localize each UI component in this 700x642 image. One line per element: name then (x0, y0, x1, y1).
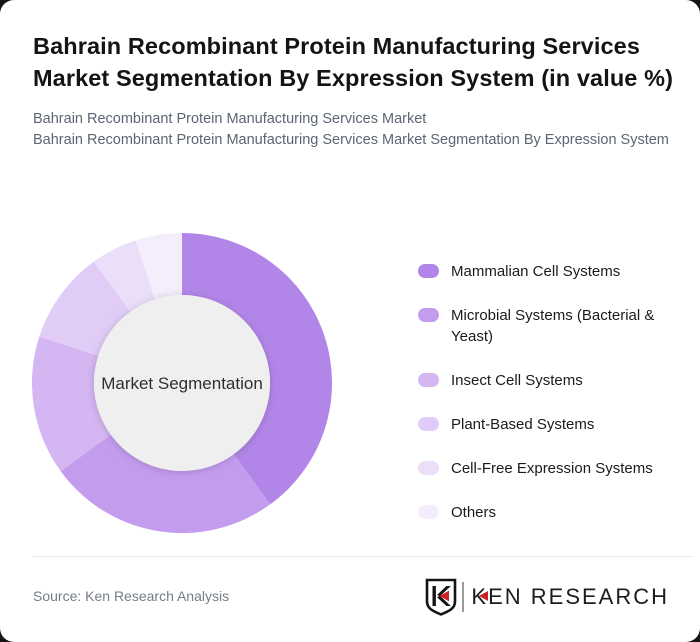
legend-swatch-icon (418, 264, 439, 278)
legend-item[interactable]: Microbial Systems (Bacterial & Yeast) (418, 305, 677, 347)
legend-item-label: Microbial Systems (Bacterial & Yeast) (451, 307, 655, 345)
logo-red-triangle-icon (478, 591, 488, 601)
footer-divider (33, 556, 693, 557)
page-title: Bahrain Recombinant Protein Manufacturin… (33, 33, 673, 91)
legend-item[interactable]: Cell-Free Expression Systems (418, 458, 677, 479)
source-note: Source: Ken Research Analysis (33, 588, 230, 604)
donut-segment-3[interactable] (39, 261, 131, 356)
ken-research-logo: KEN RESEARCH (425, 577, 669, 617)
subtitles: Bahrain Recombinant Protein Manufacturin… (33, 109, 678, 151)
legend-item[interactable]: Plant-Based Systems (418, 414, 677, 435)
legend-swatch-icon (418, 505, 439, 519)
legend-item[interactable]: Insect Cell Systems (418, 370, 677, 391)
legend-item[interactable]: Others (418, 502, 677, 523)
donut-segment-4[interactable] (93, 240, 155, 312)
donut-chart: Market Segmentation (32, 233, 332, 533)
legend-swatch-icon (418, 373, 439, 387)
legend-item-label: Plant-Based Systems (451, 416, 595, 433)
legend-item-label: Mammalian Cell Systems (451, 263, 621, 280)
header: Bahrain Recombinant Protein Manufacturin… (33, 30, 678, 151)
donut-segment-5[interactable] (135, 233, 182, 300)
donut-segments (32, 233, 332, 533)
donut-segment-2[interactable] (32, 336, 111, 472)
shield-red-triangle-icon (439, 590, 450, 602)
ken-research-shield-icon (426, 578, 457, 616)
legend-item-label: Cell-Free Expression Systems (451, 460, 653, 477)
chart-legend: Mammalian Cell Systems Microbial Systems… (418, 261, 677, 523)
donut-segment-0[interactable] (182, 233, 332, 505)
donut-chart-svg: Market Segmentation (32, 233, 332, 533)
legend-swatch-icon (418, 417, 439, 431)
legend-swatch-icon (418, 308, 439, 322)
donut-segment-1[interactable] (60, 434, 271, 533)
logo-divider (462, 582, 465, 612)
logo-wordmark: KEN RESEARCH (471, 584, 669, 609)
legend-swatch-icon (418, 461, 439, 475)
legend-item-label: Others (451, 504, 497, 521)
donut-center-circle (94, 295, 270, 471)
subtitle-line-2: Bahrain Recombinant Protein Manufacturin… (33, 132, 669, 148)
subtitle-line-1: Bahrain Recombinant Protein Manufacturin… (33, 111, 427, 127)
donut-center-label: Market Segmentation (101, 374, 263, 393)
legend-item-label: Insect Cell Systems (451, 372, 583, 389)
legend-item[interactable]: Mammalian Cell Systems (418, 261, 677, 282)
